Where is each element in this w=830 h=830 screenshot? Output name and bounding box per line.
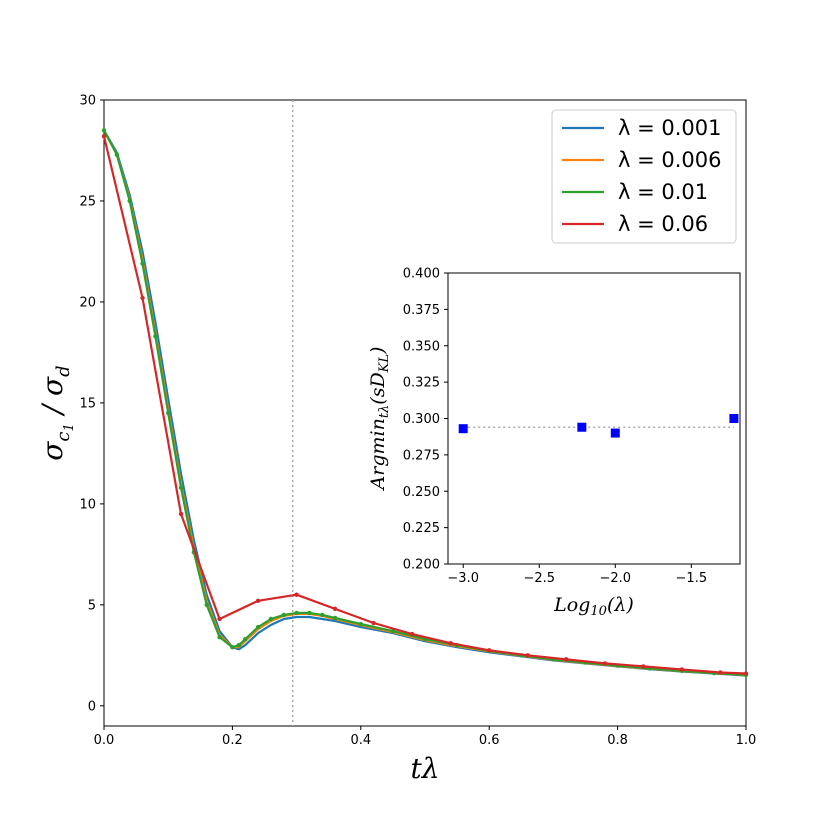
main-y-tick-label: 0 xyxy=(88,699,96,714)
inset-x-tick-label: −1.5 xyxy=(676,571,708,586)
series-3-point xyxy=(718,670,723,675)
series-3-point xyxy=(602,661,607,666)
series-2-point xyxy=(236,643,242,648)
inset-point xyxy=(610,428,620,438)
series-3-point xyxy=(371,620,376,626)
main-y-tick-label: 15 xyxy=(79,396,96,411)
series-2-point xyxy=(320,612,325,618)
series-2-point xyxy=(178,485,184,490)
inset-point xyxy=(729,414,739,423)
series-2-point xyxy=(358,621,363,627)
main-x-tick-label: 0.2 xyxy=(222,733,243,748)
series-3-point xyxy=(525,653,530,658)
series-3-point xyxy=(332,606,338,612)
inset-y-tick-label: 0.275 xyxy=(403,448,440,463)
series-3-point xyxy=(255,598,261,603)
main-x-tick-label: 0.4 xyxy=(350,733,371,748)
inset-x-axis-title: Log10(λ) xyxy=(553,594,634,619)
series-2-point xyxy=(153,334,158,339)
main-y-tick-label: 25 xyxy=(79,194,96,209)
legend: λ = 0.001 λ = 0.006 λ = 0.01 λ = 0.06 xyxy=(551,109,737,244)
series-2-point xyxy=(307,610,312,616)
series-2-point xyxy=(294,610,299,616)
series-2-point xyxy=(204,602,209,608)
series-line-3 xyxy=(102,136,747,675)
main-x-ticks: 0.0 0.2 0.4 0.6 0.8 1.0 xyxy=(94,726,757,748)
inset-plot-background xyxy=(448,273,740,564)
series-3-point xyxy=(178,511,184,517)
main-plot: 0.0 0.2 0.4 0.6 0.8 1.0 0 5 10 15 20 25 30 tλ σc1 /… xyxy=(36,94,756,786)
series-3-point xyxy=(101,134,107,139)
series-3-point xyxy=(448,641,453,646)
legend-label-3: λ = 0.06 xyxy=(618,212,708,236)
series-3-point xyxy=(217,616,222,622)
series-2-point xyxy=(268,616,274,622)
inset-x-tick-label: −2.5 xyxy=(523,571,555,586)
series-2-point xyxy=(140,261,145,266)
inset-y-axis-title: Argmintλ(sDKL) xyxy=(367,347,392,492)
inset-x-ticks: −3.0 −2.5 −2.0 −1.5 xyxy=(447,564,707,586)
main-x-tick-label: 0.6 xyxy=(479,733,500,748)
series-3-point xyxy=(564,657,569,662)
inset-y-tick-label: 0.250 xyxy=(403,485,440,500)
inset-y-tick-label: 0.300 xyxy=(403,412,440,427)
main-y-ticks: 0 5 10 15 20 25 30 xyxy=(79,94,104,714)
main-y-tick-label: 30 xyxy=(79,94,96,109)
inset-x-tick-label: −2.0 xyxy=(600,571,632,586)
main-x-tick-label: 1.0 xyxy=(736,733,757,748)
series-2-point xyxy=(114,152,120,157)
inset-point xyxy=(577,422,587,432)
series-3-point xyxy=(743,671,749,676)
main-x-tick-label: 0.8 xyxy=(607,733,628,748)
legend-box xyxy=(551,109,737,244)
series-2-point xyxy=(217,634,222,640)
series-2-point xyxy=(332,615,338,621)
inset-x-tick-label: −3.0 xyxy=(447,571,479,586)
main-y-tick-label: 5 xyxy=(88,598,96,613)
inset-plot: −3.0 −2.5 −2.0 −1.5 0.200 0.225 0.250 0.275 0.3… xyxy=(367,267,741,619)
main-series-group xyxy=(101,128,749,678)
main-y-tick-label: 20 xyxy=(79,295,96,310)
inset-y-tick-label: 0.200 xyxy=(403,558,440,573)
inset-y-tick-label: 0.325 xyxy=(403,376,440,391)
series-2-point xyxy=(230,645,235,650)
inset-y-tick-label: 0.225 xyxy=(403,521,440,536)
series-3-point xyxy=(679,667,684,672)
inset-y-tick-label: 0.400 xyxy=(403,267,440,282)
legend-label-2: λ = 0.01 xyxy=(618,180,708,204)
inset-points-group xyxy=(458,414,739,438)
legend-label-0: λ = 0.001 xyxy=(618,116,722,140)
inset-y-tick-label: 0.375 xyxy=(403,303,440,318)
main-x-tick-label: 0.0 xyxy=(94,733,115,748)
main-x-axis-title: tλ xyxy=(411,752,440,785)
series-2-point xyxy=(127,198,132,204)
main-y-axis-title: σc1 / σd xyxy=(36,365,77,460)
series-3-point xyxy=(140,295,145,301)
series-2-point xyxy=(101,128,107,133)
series-3-point xyxy=(294,592,299,597)
series-3-point xyxy=(409,631,415,637)
series-2-point xyxy=(281,612,286,618)
series-2-point xyxy=(243,636,248,642)
inset-y-tick-label: 0.350 xyxy=(403,339,440,354)
inset-point xyxy=(458,424,468,434)
legend-label-1: λ = 0.006 xyxy=(618,148,722,172)
series-2-point xyxy=(166,410,171,416)
main-plot-frame xyxy=(103,99,747,727)
inset-y-ticks: 0.200 0.225 0.250 0.275 0.300 0.325 0.350 0.375… xyxy=(403,267,448,573)
main-y-tick-label: 10 xyxy=(79,497,96,512)
series-3-point xyxy=(487,648,492,653)
series-3-point xyxy=(641,664,646,669)
series-2-point xyxy=(255,624,261,630)
